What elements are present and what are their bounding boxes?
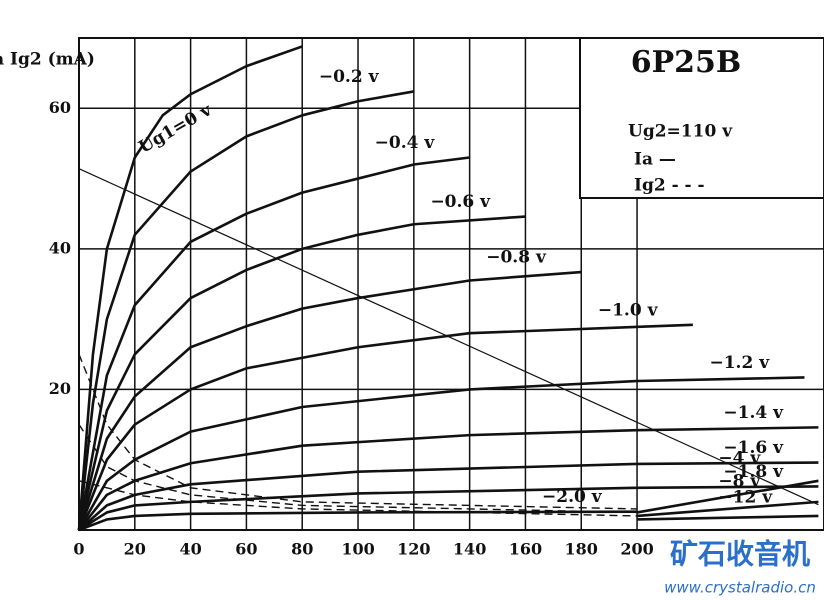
ia-curve	[77, 90, 415, 531]
ia-curve	[78, 510, 638, 532]
series-label: −1.8 v	[723, 462, 784, 482]
series-label: −0.4 v	[375, 133, 436, 153]
y-tick-label: 60	[49, 98, 71, 117]
plot-frame	[78, 37, 824, 531]
annotation: Ig2 - - -	[634, 176, 705, 196]
ig2-curve	[78, 424, 638, 514]
ig2-curve	[78, 354, 638, 510]
x-tick-label: 140	[453, 540, 486, 559]
series-label: −0.8 v	[486, 248, 547, 268]
info-box	[579, 37, 824, 199]
series-label: −0.2 v	[319, 67, 380, 87]
series-label: −1.2 v	[709, 353, 770, 373]
x-tick-label: 160	[509, 540, 542, 559]
watermark: 矿石收音机	[670, 538, 810, 571]
y-axis-label: Ia Ig2 (mA)	[0, 50, 95, 70]
x-tick-label: 180	[565, 540, 598, 559]
load-line	[78, 168, 819, 506]
x-tick-label: 80	[291, 540, 313, 559]
ia-curve	[77, 376, 805, 531]
ia-curve	[77, 323, 693, 531]
x-tick-label: 0	[73, 540, 84, 559]
series-label: −2.0 v	[542, 487, 603, 507]
series-label: −12 v	[718, 487, 773, 507]
x-tick-label: 60	[235, 540, 257, 559]
ia-curve	[78, 461, 819, 531]
chart-title: 6P25B	[631, 45, 742, 80]
x-tick-label: 200	[620, 540, 653, 559]
ia-curve	[77, 45, 303, 531]
watermark: www.crystalradio.cn	[664, 579, 816, 597]
series-label: −1.4 v	[723, 403, 784, 423]
series-label: −8 v	[718, 471, 761, 491]
series-label: −4 v	[718, 448, 761, 468]
ig2-curve	[78, 480, 638, 517]
series-label: −1.0 v	[598, 300, 659, 320]
ia-curve	[637, 514, 819, 521]
ia-curve	[636, 500, 819, 518]
x-tick-label: 100	[341, 540, 374, 559]
ia-curve	[78, 485, 819, 532]
x-tick-label: 20	[124, 540, 146, 559]
y-tick-label: 20	[49, 379, 71, 398]
ia-curve	[77, 156, 470, 531]
annotation: Ia —	[634, 150, 676, 170]
subtitle: Ug2=110 v	[628, 122, 733, 142]
y-tick-label: 40	[49, 238, 71, 257]
ia-curve	[77, 426, 819, 531]
x-tick-label: 40	[179, 540, 201, 559]
series-label: −1.6 v	[723, 438, 784, 458]
ia-curve	[77, 270, 582, 531]
ia-curve	[636, 479, 819, 514]
ia-curve	[77, 215, 526, 531]
series-label: −0.6 v	[430, 192, 491, 212]
x-tick-label: 120	[397, 540, 430, 559]
